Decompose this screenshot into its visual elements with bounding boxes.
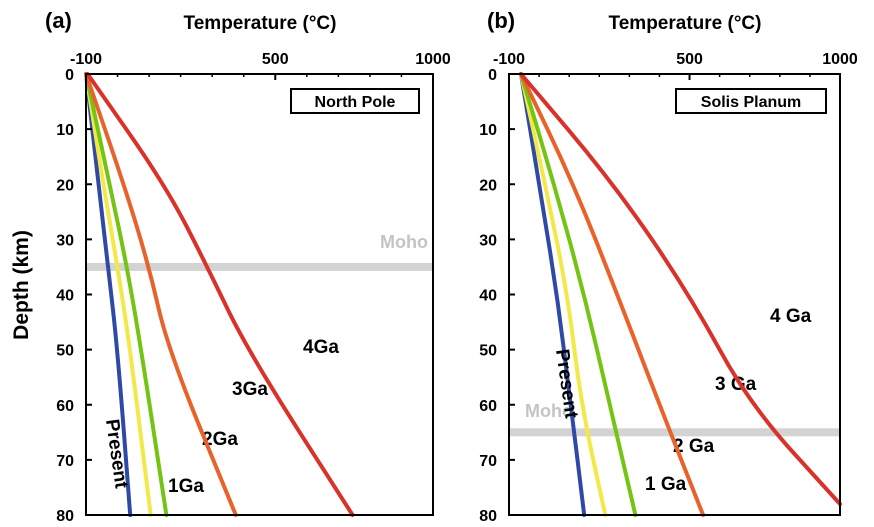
- temperature-curve: [519, 72, 638, 517]
- temperature-curve: [84, 72, 153, 517]
- temperature-curve: [85, 72, 355, 517]
- curve-label: 1 Ga: [645, 474, 687, 495]
- y-tick-label: 20: [479, 177, 497, 194]
- moho-label: Moho: [380, 232, 428, 252]
- panel-label: (b): [487, 8, 515, 33]
- y-tick-label: 0: [488, 67, 497, 84]
- curve-label: Present: [101, 418, 132, 491]
- temperature-curve: [84, 72, 238, 517]
- location-label: Solis Planum: [701, 94, 801, 111]
- y-tick-label: 0: [65, 67, 74, 84]
- panel-a: (a) Temperature (°C) Moho Present 1Ga 2Ga 3…: [45, 8, 451, 525]
- y-tick-label: 70: [56, 453, 74, 470]
- x-tick-label: -100: [493, 51, 525, 68]
- y-tick-label: 40: [479, 288, 497, 305]
- y-tick-label: 40: [56, 288, 74, 305]
- plot-frame: [85, 73, 434, 516]
- y-tick-label: 50: [479, 343, 497, 360]
- y-tick-label: 30: [56, 232, 74, 249]
- y-tick-label: 80: [56, 508, 74, 525]
- location-label: North Pole: [315, 94, 396, 111]
- curve-label: 4 Ga: [770, 306, 812, 327]
- temperature-curve: [519, 72, 706, 517]
- x-tick-label: 1000: [415, 51, 451, 68]
- moho-line: [86, 262, 433, 271]
- y-tick-label: 60: [56, 398, 74, 415]
- temperature-curve: [519, 72, 842, 506]
- curve-label: 3Ga: [232, 379, 268, 400]
- temperature-curve: [519, 72, 608, 517]
- y-tick-label: 60: [479, 398, 497, 415]
- moho-band: Moho: [86, 232, 433, 271]
- moho-line: [509, 428, 840, 437]
- y-tick-label: 50: [56, 343, 74, 360]
- x-tick-label: -100: [70, 51, 102, 68]
- x-tick-label: 1000: [822, 51, 858, 68]
- x-axis-title: Temperature (°C): [184, 13, 337, 34]
- x-axis-title: Temperature (°C): [609, 13, 762, 34]
- y-tick-label: 10: [56, 122, 74, 139]
- x-tick-label: 500: [676, 51, 703, 68]
- plot-area: Present 1Ga 2Ga 3Ga 4Ga -100 500 1000 0 10 20 30 40 5…: [56, 51, 451, 525]
- curve-label: 2 Ga: [673, 436, 715, 457]
- moho-label: Moho: [525, 401, 573, 421]
- location-box: [675, 88, 827, 114]
- curve-label: 2Ga: [202, 429, 238, 450]
- y-tick-label: 70: [479, 453, 497, 470]
- y-tick-label: 20: [56, 177, 74, 194]
- moho-band: Moho: [509, 401, 840, 437]
- curve-label: 1Ga: [168, 476, 204, 497]
- location-box: [290, 88, 420, 114]
- panel-label: (a): [45, 8, 72, 33]
- x-tick-label: 500: [262, 51, 289, 68]
- temperature-curve: [519, 72, 587, 517]
- y-tick-label: 10: [479, 122, 497, 139]
- curve-label: 4Ga: [303, 337, 339, 358]
- y-tick-label: 80: [479, 508, 497, 525]
- temperature-curve: [84, 72, 169, 517]
- y-axis-label: Depth (km): [10, 230, 33, 340]
- y-tick-label: 30: [479, 232, 497, 249]
